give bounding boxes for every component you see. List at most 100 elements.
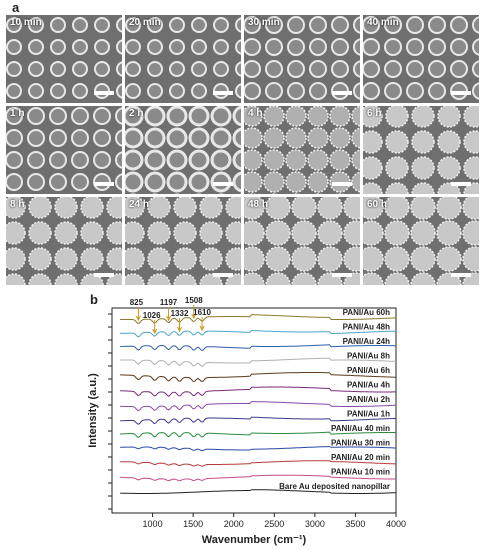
nanopillar bbox=[93, 129, 111, 147]
nanopillar bbox=[265, 38, 283, 56]
nanopillar bbox=[188, 127, 210, 149]
panel-a-label: a bbox=[12, 0, 20, 15]
nanopillar bbox=[462, 272, 479, 285]
nanopillar bbox=[125, 221, 145, 245]
nanopillar bbox=[329, 106, 351, 127]
peak-arrow-head bbox=[166, 315, 172, 322]
nanopillar-array bbox=[363, 16, 479, 100]
scale-bar bbox=[213, 273, 233, 277]
nanopillar bbox=[463, 156, 479, 180]
nanopillar bbox=[27, 107, 45, 125]
nanopillar bbox=[317, 220, 343, 246]
nanopillar bbox=[27, 173, 45, 191]
sem-tile: 20 min bbox=[125, 15, 241, 103]
x-tick-label: 4000 bbox=[386, 519, 406, 529]
nanopillar bbox=[210, 127, 232, 149]
nanopillar bbox=[6, 39, 22, 55]
nanopillar bbox=[6, 247, 26, 271]
spectrum-line bbox=[120, 460, 396, 467]
nanopillar bbox=[94, 39, 110, 55]
nanopillar bbox=[307, 106, 329, 127]
nanopillar bbox=[125, 247, 145, 271]
nanopillar bbox=[169, 83, 185, 99]
nanopillar bbox=[116, 83, 122, 99]
nanopillar bbox=[54, 247, 78, 271]
spectrum-line bbox=[120, 474, 396, 482]
spectrum-line bbox=[120, 386, 396, 397]
nanopillar bbox=[406, 38, 424, 56]
series-label: PANI/Au 24h bbox=[343, 337, 391, 346]
nanopillar bbox=[436, 220, 462, 246]
nanopillar bbox=[343, 272, 360, 285]
nanopillar bbox=[363, 130, 383, 154]
sem-tile: 48 h bbox=[244, 197, 360, 285]
nanopillar bbox=[6, 151, 23, 169]
nanopillar bbox=[384, 220, 410, 246]
nanopillar bbox=[144, 127, 166, 149]
nanopillar bbox=[106, 221, 122, 245]
peak-label: 825 bbox=[130, 298, 144, 307]
nanopillar bbox=[363, 272, 384, 285]
nanopillar bbox=[235, 17, 241, 33]
x-tick-label: 3000 bbox=[305, 519, 325, 529]
nanopillar-array bbox=[6, 197, 122, 285]
nanopillar bbox=[428, 38, 446, 56]
nanopillar bbox=[115, 129, 122, 147]
nanopillar bbox=[173, 273, 197, 285]
sem-tile-label: 60 h bbox=[367, 199, 388, 210]
nanopillar bbox=[213, 39, 229, 55]
nanopillar bbox=[49, 173, 67, 191]
sem-tile: 4 h bbox=[244, 106, 360, 194]
nanopillar bbox=[6, 221, 26, 245]
nanopillar bbox=[173, 221, 197, 245]
nanopillar bbox=[463, 106, 479, 128]
nanopillar bbox=[244, 197, 265, 220]
nanopillar bbox=[363, 182, 383, 194]
nanopillar bbox=[28, 221, 52, 245]
nanopillar bbox=[210, 149, 232, 171]
peak-label: 1026 bbox=[143, 311, 161, 320]
nanopillar bbox=[71, 173, 89, 191]
nanopillar bbox=[291, 220, 317, 246]
nanopillar bbox=[173, 247, 197, 271]
nanopillar-array bbox=[6, 17, 122, 99]
nanopillar bbox=[331, 16, 349, 34]
nanopillar bbox=[173, 197, 197, 219]
nanopillar bbox=[384, 60, 402, 78]
scale-bar bbox=[332, 182, 352, 186]
spectrum-line bbox=[120, 357, 396, 367]
nanopillar bbox=[462, 220, 479, 246]
nanopillar bbox=[125, 149, 144, 171]
nanopillar bbox=[287, 60, 305, 78]
nanopillar bbox=[225, 221, 241, 245]
nanopillar bbox=[450, 38, 468, 56]
nanopillar bbox=[463, 130, 479, 154]
sem-tile-label: 1 h bbox=[10, 108, 25, 119]
peak-arrow-head bbox=[152, 328, 158, 335]
nanopillar bbox=[363, 156, 383, 180]
nanopillar bbox=[436, 197, 462, 220]
nanopillar bbox=[363, 220, 384, 246]
nanopillar bbox=[384, 16, 402, 34]
nanopillar bbox=[244, 82, 261, 100]
nanopillar bbox=[437, 106, 461, 128]
nanopillar bbox=[263, 106, 285, 127]
series-label: PANI/Au 10 min bbox=[331, 468, 390, 477]
nanopillar bbox=[329, 127, 351, 149]
nanopillar bbox=[125, 171, 144, 193]
nanopillar bbox=[54, 197, 78, 219]
x-tick-label: 2000 bbox=[224, 519, 244, 529]
nanopillar bbox=[191, 17, 207, 33]
nanopillar bbox=[363, 82, 380, 100]
nanopillar bbox=[235, 61, 241, 77]
nanopillar bbox=[94, 61, 110, 77]
sem-tile: 2 h bbox=[125, 106, 241, 194]
nanopillar bbox=[125, 83, 141, 99]
nanopillar bbox=[285, 106, 307, 127]
sem-tile-label: 40 min bbox=[367, 17, 399, 28]
nanopillar-array bbox=[6, 107, 122, 191]
sem-tile-label: 6 h bbox=[367, 108, 382, 119]
sem-tile: 60 h bbox=[363, 197, 479, 285]
nanopillar bbox=[94, 17, 110, 33]
sem-image-grid: 10 min 20 min 30 min 40 min 1 h 2 h 4 h 6 h 8 h 2… bbox=[6, 15, 480, 285]
